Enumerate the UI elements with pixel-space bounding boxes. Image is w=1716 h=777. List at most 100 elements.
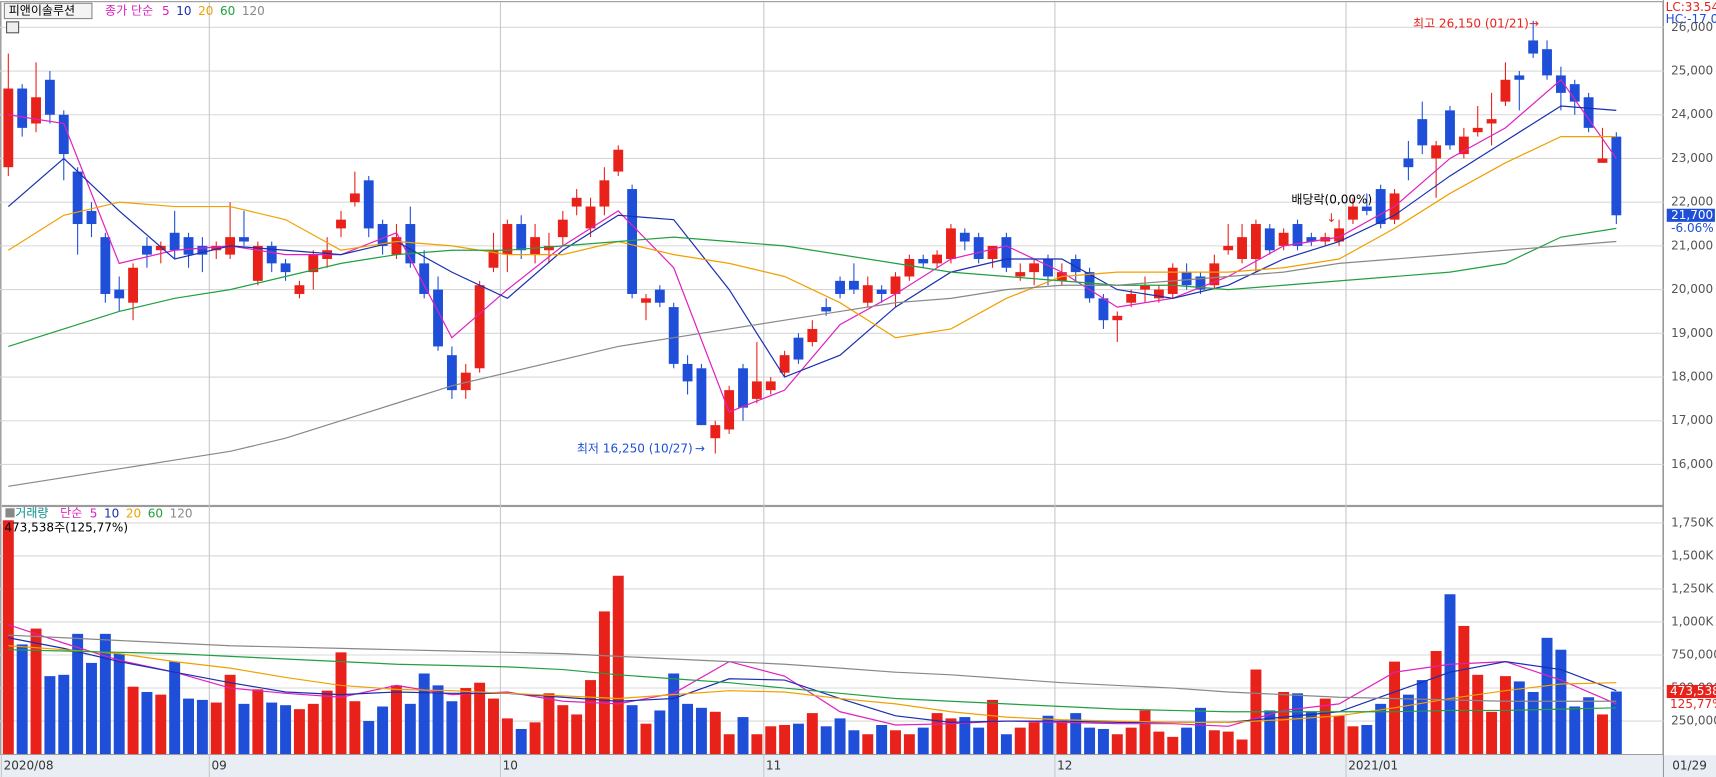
volume-bar xyxy=(321,690,333,755)
volume-bar xyxy=(1305,711,1317,755)
volume-bar xyxy=(169,661,181,755)
volume-bar xyxy=(1014,727,1026,755)
change-label: -6.06% xyxy=(1671,221,1714,235)
volume-bar xyxy=(557,705,569,755)
moving-average xyxy=(7,105,1617,378)
candle-body xyxy=(488,250,499,268)
high-annotation: 최고 26,150 (01/21) xyxy=(1413,17,1529,31)
y-tick-label: 19,000 xyxy=(1671,326,1713,340)
candle-body xyxy=(377,224,388,246)
dividend-arrow: ↓ xyxy=(1326,211,1336,225)
candle-body xyxy=(155,245,166,251)
volume-bar xyxy=(751,734,763,755)
y-tick-label: 18,000 xyxy=(1671,370,1713,384)
volume-bar xyxy=(501,718,513,755)
candle-body xyxy=(1431,145,1442,159)
volume-bar xyxy=(1264,710,1276,755)
volume-bar xyxy=(404,703,416,755)
y-tick-label: 1,000K xyxy=(1671,614,1714,628)
volume-bar xyxy=(654,710,666,755)
candle-body xyxy=(1209,263,1220,286)
moving-average xyxy=(8,637,1617,723)
volume-bar xyxy=(390,685,402,755)
volume-bar xyxy=(432,685,444,755)
candle-body xyxy=(460,372,471,391)
volume-bar xyxy=(917,727,929,755)
volume-bar xyxy=(1610,691,1622,755)
candle-body xyxy=(266,245,277,264)
moving-average xyxy=(8,634,1617,702)
candle-body xyxy=(1278,232,1289,246)
candle-body xyxy=(1583,97,1594,128)
candle-body xyxy=(1597,158,1608,163)
volume-bar xyxy=(515,728,527,755)
volume-bar xyxy=(99,633,111,755)
candle-body xyxy=(1375,189,1386,225)
candle-body xyxy=(211,245,222,251)
candle-body xyxy=(765,381,776,391)
candle-body xyxy=(349,193,360,203)
candle-body xyxy=(821,307,832,312)
candle-body xyxy=(738,368,748,408)
candle-body xyxy=(696,368,707,426)
legend-entry: 60 xyxy=(148,506,163,520)
candle-body xyxy=(1070,259,1081,273)
volume-bar xyxy=(183,698,194,755)
candle-body xyxy=(128,267,139,303)
candle-body xyxy=(1126,293,1137,303)
candle-body xyxy=(793,337,804,360)
volume-bar xyxy=(418,673,430,755)
y-tick-label: 22,000 xyxy=(1671,195,1713,209)
candle-body xyxy=(848,280,859,290)
candle-body xyxy=(142,245,152,255)
grid-icon[interactable] xyxy=(6,21,20,34)
candle-body xyxy=(239,237,249,242)
volume-bar xyxy=(779,724,791,755)
candle-body xyxy=(571,197,582,207)
volume-bar xyxy=(2,520,14,755)
volume-bar xyxy=(1527,691,1539,755)
volume-bar xyxy=(987,699,999,755)
moving-average xyxy=(8,624,1617,727)
candle-body xyxy=(391,237,402,255)
volume-bar xyxy=(1028,722,1040,755)
candle-body xyxy=(835,280,845,294)
candle-body xyxy=(1015,272,1026,277)
candle-body xyxy=(433,289,443,347)
volume-bar xyxy=(1416,680,1428,755)
volume-bar xyxy=(1597,714,1608,755)
candle-body xyxy=(627,189,638,294)
volume-bar xyxy=(377,706,389,755)
candle-body xyxy=(1223,245,1234,251)
stock-name-box xyxy=(3,2,93,20)
candle-body xyxy=(252,245,263,281)
volume-bar xyxy=(806,713,818,755)
low-arrow: → xyxy=(695,442,705,456)
candle-body xyxy=(1569,84,1580,102)
candle-body xyxy=(44,79,55,115)
volume-bar xyxy=(293,709,305,755)
volume-bar xyxy=(1430,651,1442,755)
candle-body xyxy=(1237,237,1247,259)
candle-body xyxy=(751,381,762,399)
y-tick-label: 750,000 xyxy=(1671,648,1716,662)
candle-body xyxy=(1348,206,1358,220)
volume-bar xyxy=(252,689,264,755)
y-tick-label: 25,000 xyxy=(1671,64,1713,78)
volume-bar xyxy=(959,717,971,755)
volume-icon: ■ xyxy=(4,505,15,519)
stock-name: 피앤이솔루션 xyxy=(9,3,75,17)
candle-body xyxy=(530,237,541,255)
volume-bar xyxy=(1181,727,1193,755)
candle-body xyxy=(1611,136,1622,216)
volume-bar xyxy=(626,705,638,755)
candle-body xyxy=(724,390,735,430)
volume-bar xyxy=(668,673,680,755)
volume-bar xyxy=(488,698,499,755)
candle-body xyxy=(1417,119,1428,146)
legend-entry: 5 xyxy=(90,506,98,520)
volume-bar xyxy=(196,699,208,755)
legend-entry: 20 xyxy=(126,506,141,520)
volume-bar xyxy=(792,723,804,755)
moving-average xyxy=(8,645,1617,723)
